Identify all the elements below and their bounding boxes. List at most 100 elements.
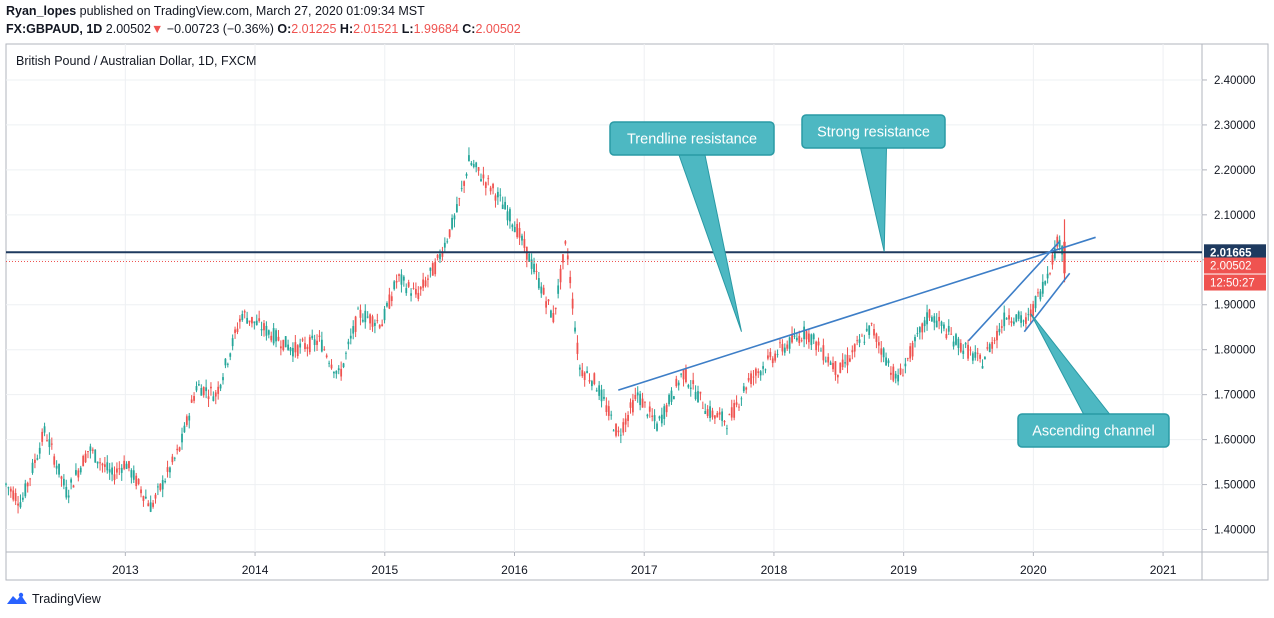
candle-body: [58, 463, 60, 475]
candle-body: [935, 320, 938, 328]
candle-body: [554, 307, 557, 310]
candle-body: [964, 343, 967, 345]
candle-body: [210, 386, 212, 389]
candle-body: [451, 217, 453, 229]
candle-body: [904, 363, 907, 367]
candle-body: [603, 396, 605, 399]
candle-body: [352, 326, 355, 334]
candle-body: [933, 316, 936, 323]
candle-body: [998, 328, 1001, 333]
candle-body: [116, 468, 118, 473]
candle-body: [846, 354, 849, 366]
candle-body: [518, 228, 521, 238]
candle-body: [808, 333, 810, 343]
candle-body: [733, 403, 736, 418]
candle-body: [304, 343, 306, 350]
candle-body: [706, 409, 709, 416]
candle-body: [523, 238, 526, 248]
candle-body: [251, 317, 253, 324]
candle-body: [509, 209, 511, 222]
candle-body: [137, 478, 140, 485]
candle-body: [622, 422, 625, 433]
candle-body: [439, 253, 441, 260]
candle-body: [559, 268, 562, 283]
callout-box: [609, 121, 775, 156]
author-name[interactable]: Ryan_lopes: [6, 4, 77, 18]
price-label-high: 2.01665: [1210, 247, 1252, 259]
candle-body: [952, 341, 955, 347]
callout-text: Trendline resistance: [627, 132, 757, 148]
candle-body: [641, 398, 644, 408]
candle-body: [906, 357, 909, 359]
candle-body: [781, 344, 784, 352]
candle-body: [448, 229, 451, 237]
candle-body: [723, 420, 726, 423]
candle-body: [829, 362, 832, 365]
candle-body: [195, 386, 198, 391]
candle-body: [805, 331, 808, 340]
candle-body: [29, 478, 32, 480]
open-value: 2.01225: [291, 22, 337, 36]
candle-body: [812, 334, 815, 340]
trendline: [1023, 272, 1071, 333]
candle-body: [205, 387, 208, 392]
candle-body: [70, 479, 73, 483]
candles: [5, 147, 1202, 514]
candle-body: [569, 276, 572, 284]
y-tick-label: 2.10000: [1214, 210, 1256, 222]
y-tick-label: 1.40000: [1214, 525, 1256, 537]
candle-body: [892, 366, 895, 381]
candle-body: [405, 288, 408, 294]
candle-body: [1029, 309, 1032, 317]
y-tick-label: 2.30000: [1214, 120, 1256, 132]
candle-body: [858, 339, 861, 343]
candle-body: [1051, 254, 1054, 265]
candle-body: [711, 410, 714, 418]
candle-body: [99, 462, 101, 464]
candle-body: [839, 362, 842, 373]
candle-body: [1039, 291, 1042, 300]
trendlines: [618, 236, 1096, 391]
candle-body: [277, 336, 280, 341]
candle-body: [62, 478, 65, 486]
candle-body: [279, 346, 282, 349]
candle-body: [779, 342, 781, 344]
candle-body: [685, 369, 687, 382]
x-tick-label: 2021: [1150, 563, 1177, 577]
candle-body: [1000, 326, 1003, 328]
candle-body: [665, 404, 668, 413]
candle-body: [255, 320, 258, 326]
candle-body: [311, 335, 314, 339]
candle-body: [282, 339, 285, 351]
candle-body: [576, 342, 579, 354]
publish-info: Ryan_lopes published on TradingView.com,…: [6, 4, 425, 18]
candle-body: [636, 392, 639, 396]
candle-body: [1027, 314, 1030, 316]
candle-body: [629, 402, 632, 408]
candle-body: [540, 286, 543, 294]
candle-body: [72, 485, 75, 488]
candle-body: [786, 344, 789, 349]
candle-body: [34, 459, 36, 463]
candle-body: [757, 371, 760, 373]
brand-name: TradingView: [32, 592, 101, 606]
tradingview-logo[interactable]: TradingView: [6, 592, 101, 606]
candle-body: [974, 352, 977, 358]
candle-body: [902, 375, 904, 377]
candle-body: [5, 483, 7, 485]
candle-body: [769, 351, 772, 358]
candle-body: [993, 339, 996, 341]
candle-body: [477, 167, 480, 171]
candle-body: [386, 303, 388, 307]
candle-body: [374, 322, 376, 326]
candle-body: [484, 182, 487, 188]
candle-body: [236, 328, 239, 333]
candle-body: [395, 280, 398, 283]
candle-body: [1008, 315, 1010, 320]
candle-body: [246, 317, 249, 324]
candle-body: [407, 282, 410, 287]
candle-body: [870, 322, 873, 324]
candle-body: [157, 486, 159, 488]
candle-body: [651, 415, 654, 417]
